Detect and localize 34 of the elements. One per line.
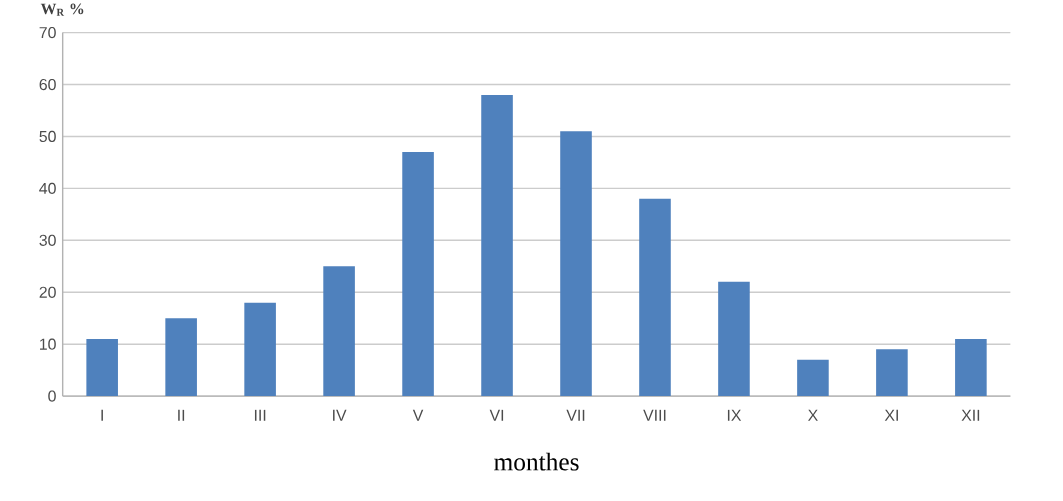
bar [481,94,513,396]
x-tick-label: III [254,409,266,421]
bar [402,151,434,396]
bar [244,302,276,396]
x-tick-label: VII [566,409,585,421]
x-tick-label: VIII [643,409,666,421]
bar [876,349,908,396]
bar [323,266,355,396]
x-tick-label: VI [489,409,504,421]
x-tick-label: IV [333,409,347,421]
x-tick-label: II [178,409,185,421]
x-tick-label: X [808,409,818,421]
y-tick-label: 40 [39,182,56,194]
bar [165,318,197,396]
x-tick-label: XII [961,409,980,421]
y-tick-label: 60 [39,78,56,90]
y-tick-label: 0 [48,390,56,402]
bar [718,281,750,396]
bar [86,338,118,396]
bar [797,359,829,396]
x-tick-label: XI [884,409,898,421]
y-tick-label: 30 [39,234,56,246]
x-axis-title: monthes [494,452,579,471]
y-tick-label: 10 [40,338,56,350]
y-tick-label: 20 [39,286,56,298]
y-tick-label: 70 [39,26,56,39]
x-tick-label: IX [727,409,742,421]
y-axis-title: W$_{R}$ % [40,3,84,16]
bar [955,338,987,396]
x-tick-label: I [101,409,103,421]
x-tick-label: V [412,409,424,421]
y-tick-label: 50 [39,130,56,142]
bar [560,131,592,396]
bar [639,198,671,396]
